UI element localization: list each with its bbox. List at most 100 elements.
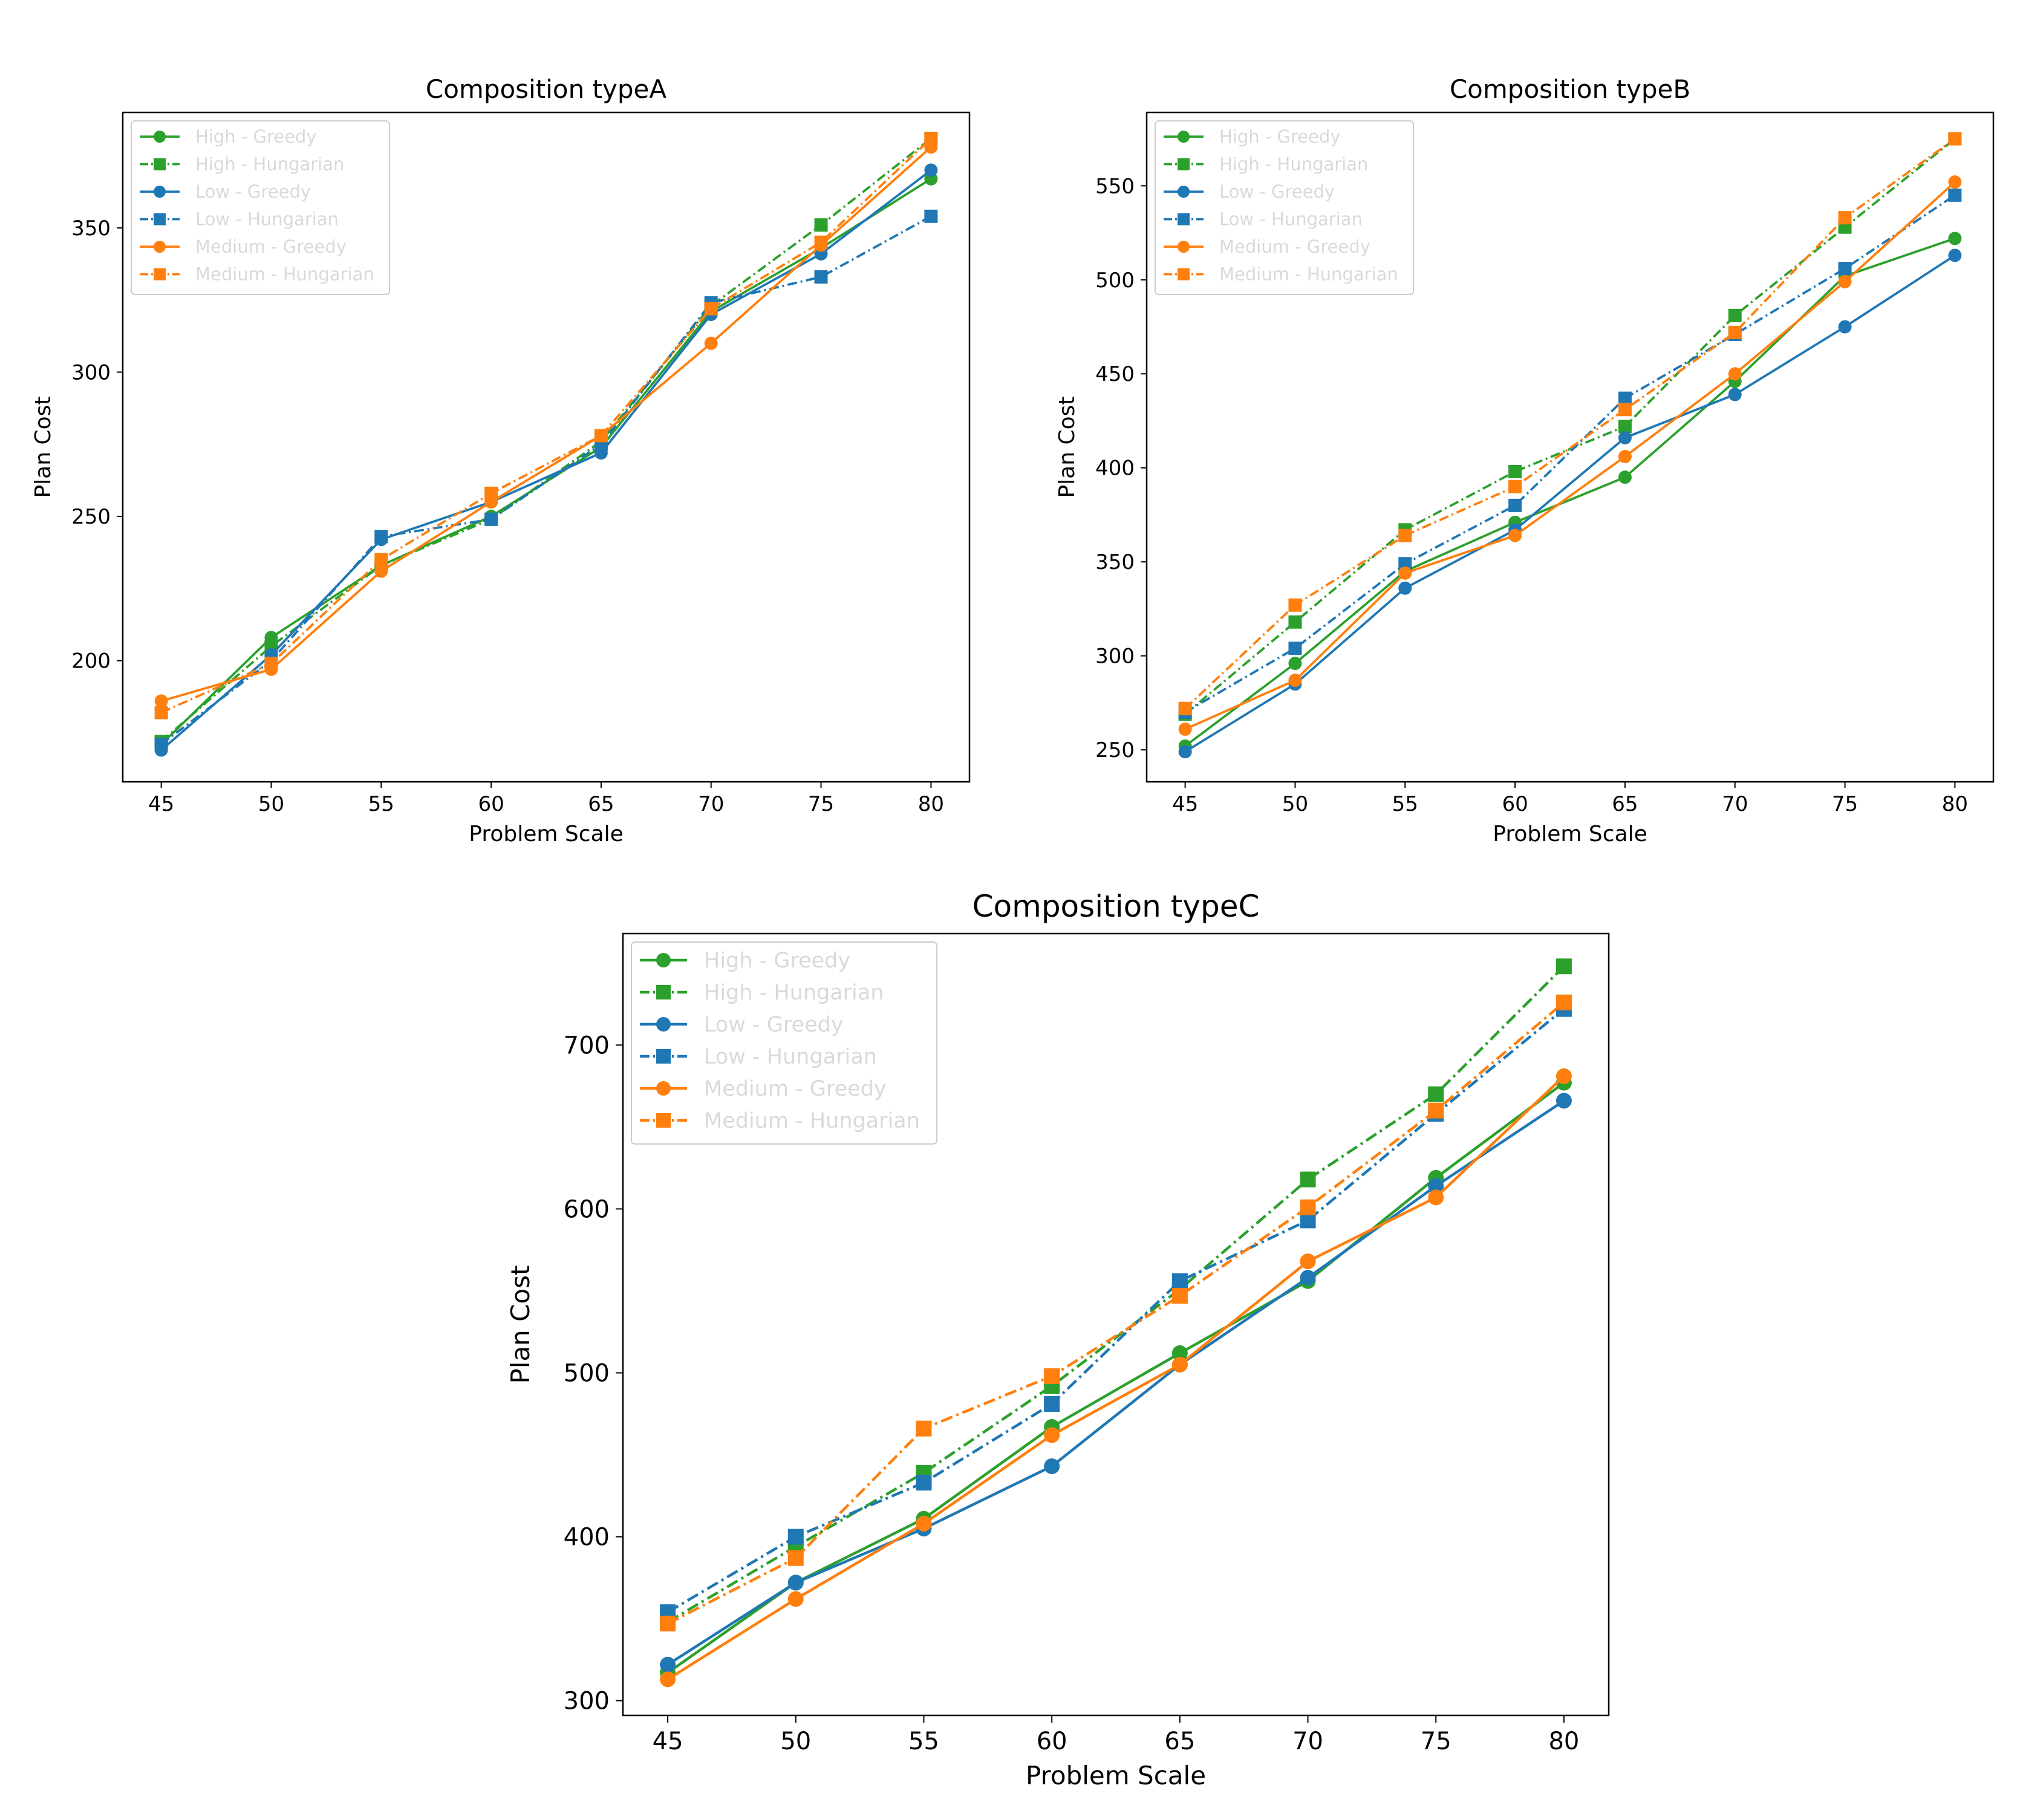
data-point bbox=[154, 706, 168, 720]
series-line bbox=[1184, 194, 1956, 713]
data-point bbox=[1838, 262, 1852, 276]
data-point bbox=[916, 1515, 932, 1532]
data-point bbox=[1728, 388, 1742, 401]
x-tick-label: 45 bbox=[148, 792, 174, 816]
x-axis-label: Problem Scale bbox=[1493, 822, 1647, 847]
data-point bbox=[1428, 1086, 1444, 1102]
legend-marker bbox=[154, 268, 166, 281]
x-tick-label: 70 bbox=[698, 792, 724, 816]
data-point bbox=[916, 1475, 932, 1491]
series-line bbox=[161, 146, 932, 703]
legend-marker bbox=[656, 1081, 671, 1096]
data-point bbox=[1556, 994, 1572, 1010]
series-line bbox=[160, 178, 932, 746]
legend-marker bbox=[1178, 268, 1190, 281]
legend-marker bbox=[154, 186, 166, 198]
legend-box bbox=[1155, 120, 1414, 295]
data-point bbox=[1398, 566, 1412, 580]
data-point bbox=[1300, 1199, 1316, 1215]
x-tick-label: 75 bbox=[1832, 792, 1858, 816]
y-tick-label: 400 bbox=[564, 1524, 610, 1552]
data-point bbox=[1300, 1270, 1316, 1286]
y-tick-label: 500 bbox=[1095, 268, 1135, 293]
y-tick-label: 350 bbox=[1095, 550, 1135, 574]
x-tick-label: 60 bbox=[478, 792, 504, 816]
data-point bbox=[1288, 615, 1302, 629]
data-point bbox=[814, 235, 828, 249]
data-point bbox=[1618, 403, 1632, 417]
data-point bbox=[1508, 528, 1522, 542]
data-point bbox=[1618, 391, 1632, 405]
x-axis-label: Problem Scale bbox=[1026, 1761, 1206, 1790]
y-tick-label: 350 bbox=[71, 216, 111, 241]
data-point bbox=[916, 1420, 932, 1437]
series-line bbox=[1184, 138, 1956, 715]
series-line bbox=[160, 137, 932, 714]
data-point bbox=[1288, 657, 1302, 671]
data-point bbox=[1838, 211, 1852, 225]
data-point bbox=[264, 657, 278, 671]
x-tick-label: 45 bbox=[1172, 792, 1198, 816]
data-point bbox=[1428, 1102, 1444, 1119]
data-point bbox=[1618, 431, 1632, 444]
legend-marker bbox=[656, 953, 671, 967]
x-tick-label: 65 bbox=[1612, 792, 1638, 816]
data-point bbox=[1508, 479, 1522, 493]
data-point bbox=[1398, 581, 1412, 595]
data-point bbox=[1398, 557, 1412, 571]
legend-marker bbox=[154, 131, 166, 143]
legend-marker bbox=[1178, 186, 1190, 198]
data-point bbox=[484, 512, 498, 526]
x-tick-label: 50 bbox=[258, 792, 284, 816]
data-point bbox=[1178, 745, 1192, 759]
data-point bbox=[1288, 674, 1302, 687]
y-tick-label: 300 bbox=[71, 360, 111, 385]
legend-marker bbox=[1178, 131, 1190, 143]
data-point bbox=[154, 694, 168, 708]
x-tick-label: 75 bbox=[1421, 1727, 1451, 1755]
x-tick-label: 65 bbox=[1164, 1727, 1195, 1755]
data-point bbox=[1171, 1356, 1188, 1373]
legend-marker bbox=[154, 241, 166, 253]
x-tick-label: 60 bbox=[1037, 1727, 1067, 1755]
data-point bbox=[924, 163, 938, 177]
data-point bbox=[1948, 232, 1962, 245]
legend-marker bbox=[1178, 158, 1190, 171]
data-point bbox=[1398, 528, 1412, 542]
legend-marker bbox=[656, 1049, 671, 1064]
data-point bbox=[1948, 188, 1962, 202]
x-tick-label: 55 bbox=[1392, 792, 1418, 816]
data-point bbox=[660, 1656, 676, 1672]
y-tick-label: 500 bbox=[564, 1359, 610, 1387]
data-point bbox=[1728, 308, 1742, 322]
data-point bbox=[1728, 325, 1742, 339]
data-point bbox=[660, 1616, 676, 1632]
chart-title: Composition typeC bbox=[973, 889, 1260, 924]
legend-marker bbox=[1178, 213, 1190, 226]
x-tick-label: 65 bbox=[588, 792, 614, 816]
y-tick-label: 300 bbox=[1095, 645, 1135, 669]
data-point bbox=[787, 1550, 804, 1566]
x-tick-label: 55 bbox=[908, 1727, 939, 1755]
data-point bbox=[1618, 470, 1632, 484]
data-point bbox=[1508, 498, 1522, 512]
data-point bbox=[1300, 1253, 1316, 1270]
data-point bbox=[374, 553, 388, 567]
data-point bbox=[704, 302, 718, 316]
data-point bbox=[1948, 175, 1962, 189]
y-tick-label: 700 bbox=[564, 1032, 610, 1059]
data-point bbox=[1171, 1273, 1188, 1289]
data-point bbox=[374, 530, 388, 544]
y-tick-label: 400 bbox=[1095, 457, 1135, 481]
data-point bbox=[924, 209, 938, 223]
series-line bbox=[666, 1099, 1565, 1666]
data-point bbox=[1838, 275, 1852, 288]
series-line bbox=[1184, 137, 1956, 710]
data-point bbox=[787, 1591, 804, 1607]
series-line bbox=[1184, 237, 1955, 747]
legend-marker bbox=[656, 1113, 671, 1128]
data-point bbox=[154, 737, 168, 751]
data-point bbox=[814, 218, 828, 232]
data-point bbox=[1728, 367, 1742, 381]
